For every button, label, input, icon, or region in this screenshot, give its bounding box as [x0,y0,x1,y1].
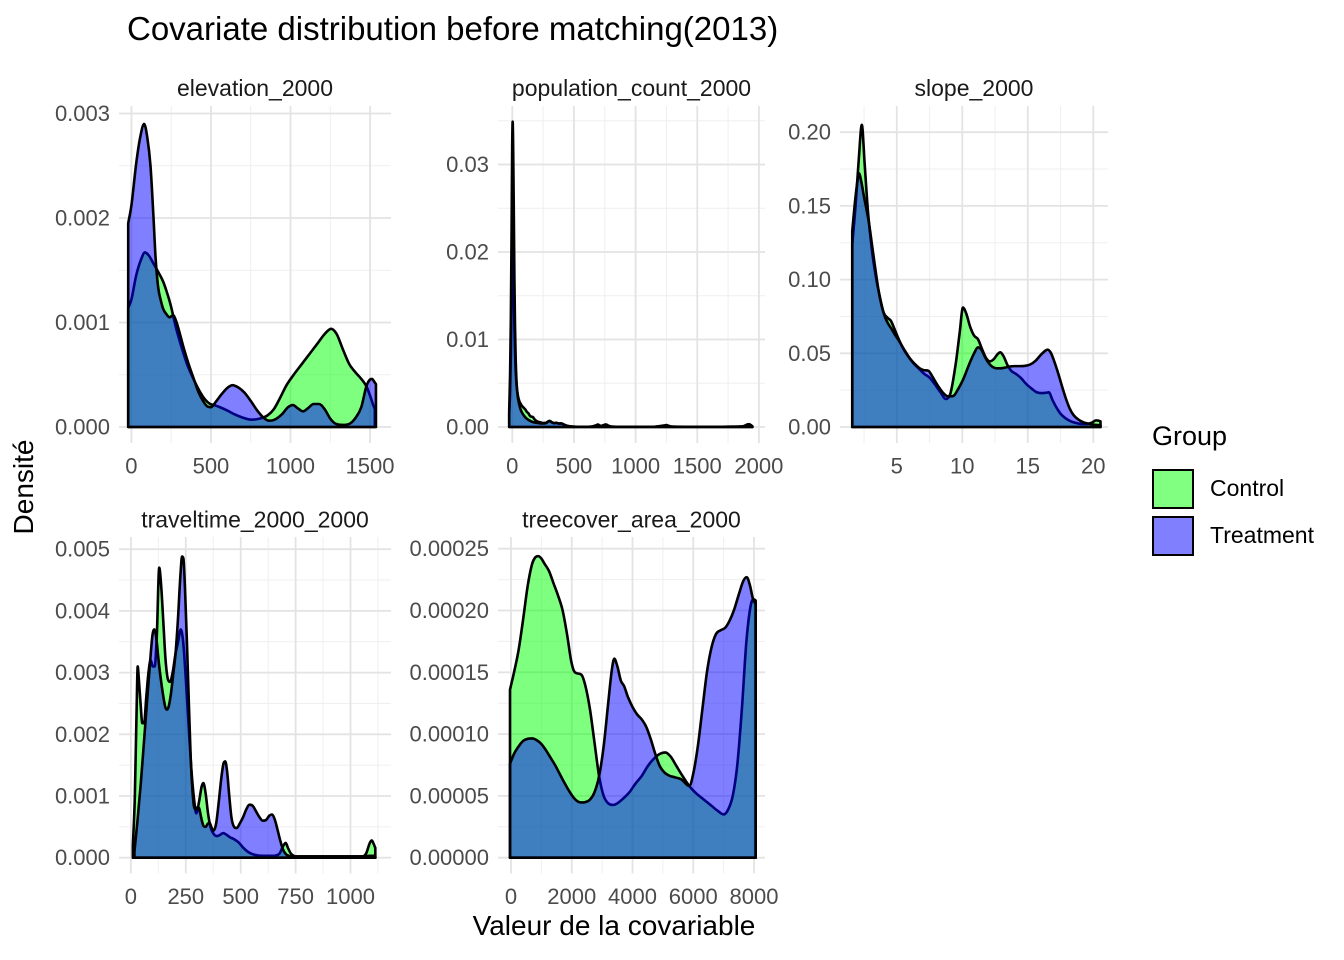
legend-item-control: Control [1152,468,1314,509]
legend-swatch-control-key [1152,468,1194,509]
x-tick-label: 2000 [547,884,596,909]
x-tick-label: 20 [1081,454,1105,479]
x-tick-label: 500 [193,454,230,479]
x-tick-label: 750 [277,884,314,909]
x-tick-label: 4000 [608,884,657,909]
y-tick-label: 0.02 [446,240,489,265]
legend-swatch-treatment-key [1152,515,1194,556]
y-tick-label: 0.002 [55,722,110,747]
x-tick-label: 2000 [734,454,783,479]
facet-title: treecover_area_2000 [522,507,741,533]
x-tick-label: 1500 [673,454,722,479]
y-tick-label: 0.05 [788,341,831,366]
y-tick-label: 0.005 [55,537,110,562]
x-tick-label: 500 [222,884,259,909]
facet-panel: slope_2000 5 10 15 20 0.00 0.05 0.10 0.15 0.20 [788,75,1108,479]
legend-label-control: Control [1210,475,1285,501]
facet-panel: traveltime_2000_2000 0 250 500 750 1000 0.000 0… [55,507,391,909]
y-tick-label: 0.000 [55,845,110,870]
facet-title: slope_2000 [915,75,1034,101]
y-tick-label: 0.01 [446,327,489,352]
density-area-treatment [850,172,1102,429]
x-tick-label: 0 [506,454,518,479]
y-tick-label: 0.00015 [409,660,489,685]
y-tick-label: 0.10 [788,267,831,292]
legend-title: Group [1152,421,1228,451]
legend-item-treatment: Treatment [1152,515,1314,556]
density-area-treatment [507,120,754,429]
x-tick-label: 0 [505,884,517,909]
facet-panel: population_count_2000 0 500 1000 1500 2000 0.0… [446,75,783,479]
x-tick-label: 500 [556,454,593,479]
x-axis-title: Valeur de la covariable [472,910,756,941]
x-tick-label: 6000 [669,884,718,909]
y-tick-label: 0.003 [55,660,110,685]
y-tick-label: 0.00025 [409,536,489,561]
x-tick-label: 0 [125,454,137,479]
x-tick-label: 1000 [611,454,660,479]
facet-panel: treecover_area_2000 0 2000 4000 6000 8000 0.00… [409,507,778,910]
y-tick-label: 0.003 [55,101,110,126]
legend: Group Control Treatment [1152,421,1314,562]
x-tick-label: 8000 [730,884,779,909]
facet-title: population_count_2000 [512,75,751,101]
x-tick-label: 10 [950,454,974,479]
x-tick-label: 1000 [266,454,315,479]
x-tick-label: 1500 [346,454,395,479]
x-tick-label: 15 [1016,454,1040,479]
facet-title: elevation_2000 [177,75,333,101]
y-tick-label: 0.20 [788,120,831,145]
y-tick-label: 0.00020 [409,598,489,623]
facet-panel: elevation_2000 0 500 1000 1500 0.000 0.001 0.00… [55,75,395,479]
density-area-control [507,234,754,429]
y-tick-label: 0.00000 [409,845,489,870]
y-tick-label: 0.03 [446,152,489,177]
density-area-treatment [508,575,757,859]
y-tick-label: 0.004 [55,598,110,623]
y-tick-label: 0.15 [788,193,831,218]
facet-title: traveltime_2000_2000 [141,507,369,533]
y-tick-label: 0.00005 [409,783,489,808]
legend-label-treatment: Treatment [1210,522,1314,548]
plot-title: Covariate distribution before matching(2… [127,10,779,47]
x-tick-label: 1000 [326,884,375,909]
y-tick-label: 0.00 [788,415,831,440]
density-area-treatment [133,555,377,859]
x-tick-label: 0 [125,884,137,909]
y-tick-label: 0.00010 [409,722,489,747]
y-tick-label: 0.001 [55,784,110,809]
x-tick-label: 5 [891,454,903,479]
y-tick-label: 0.000 [55,415,110,440]
density-area-treatment [126,122,378,429]
y-tick-label: 0.002 [55,206,110,231]
x-tick-label: 250 [167,884,204,909]
y-tick-label: 0.001 [55,310,110,335]
y-tick-label: 0.00 [446,415,489,440]
